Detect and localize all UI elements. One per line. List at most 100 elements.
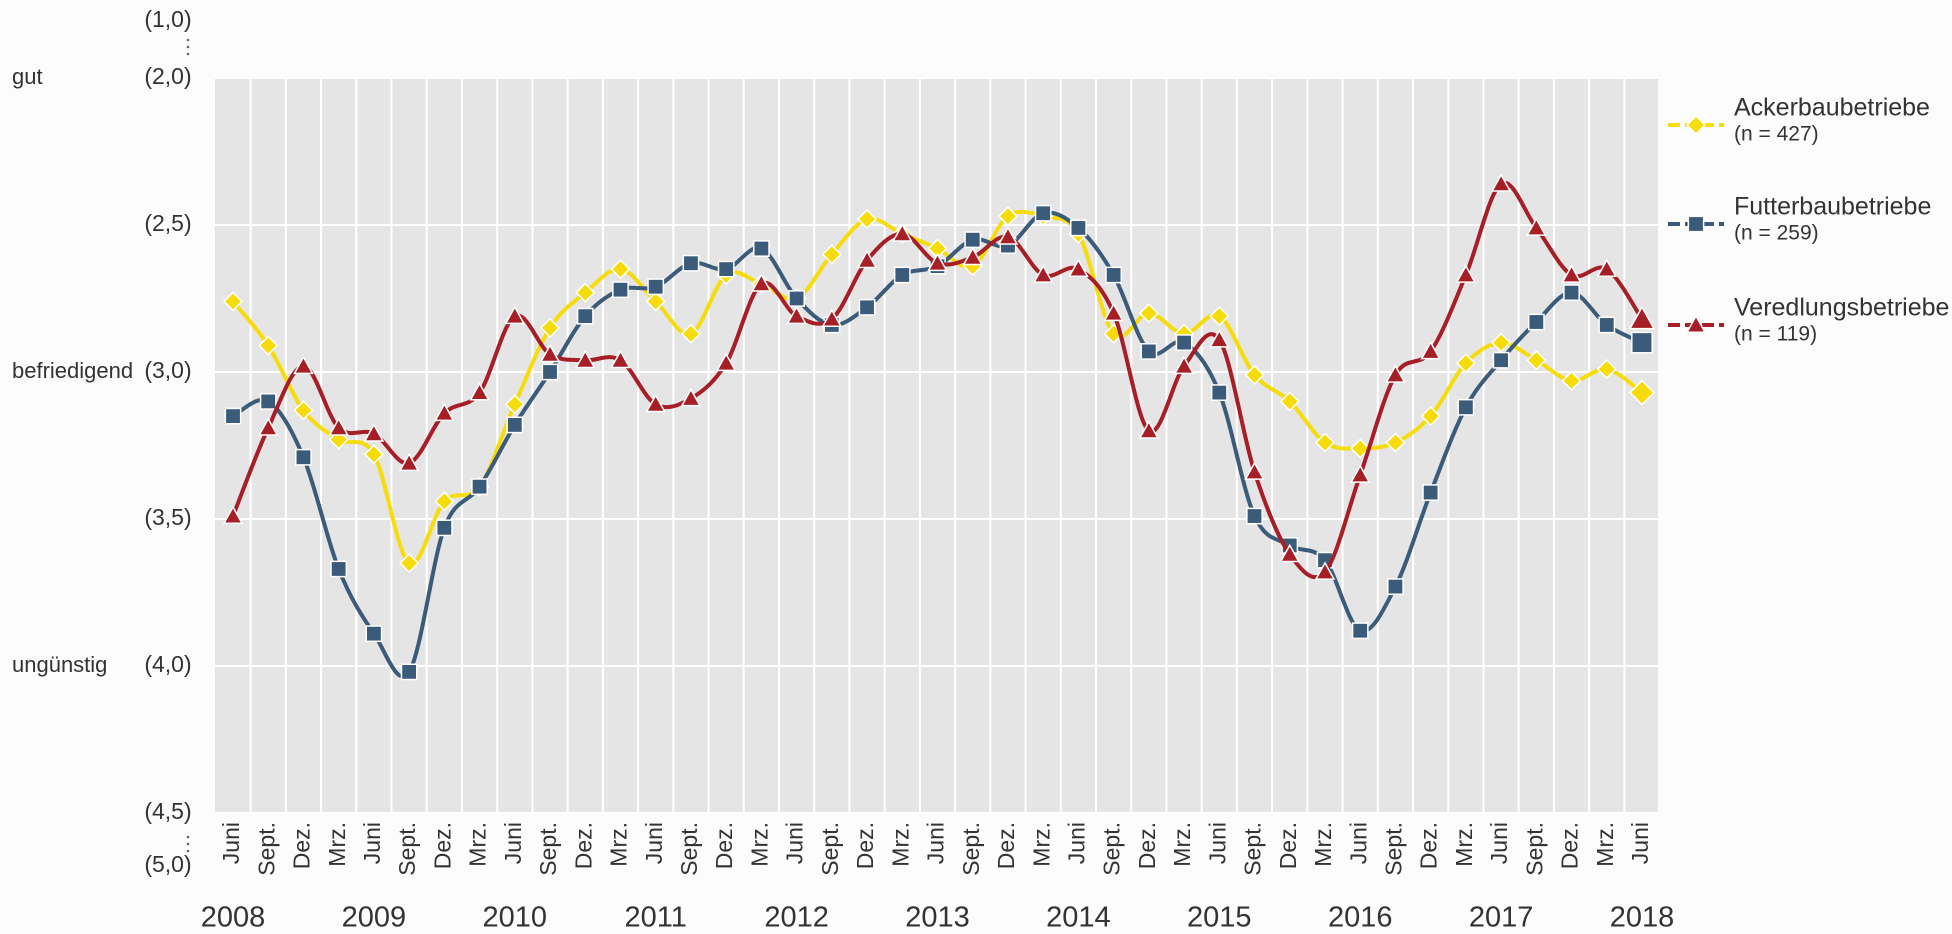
x-tick-label: Sept.	[1521, 822, 1547, 876]
axis-break-dots	[186, 38, 190, 853]
legend-n: (n = 427)	[1734, 123, 1819, 146]
marker	[717, 260, 735, 278]
marker	[259, 393, 277, 410]
x-tick-label: Sept.	[394, 822, 420, 876]
y-break-label: (1,0)	[144, 6, 191, 32]
marker	[751, 273, 772, 292]
x-tick-label: Mrz.	[465, 822, 491, 867]
marker	[610, 349, 631, 369]
year-label: 2013	[905, 902, 970, 934]
x-tick-label: Mrz.	[887, 822, 913, 867]
marker	[1455, 264, 1477, 283]
x-tick-label: Mrz.	[1169, 822, 1195, 867]
marker	[1175, 334, 1193, 352]
y-tick-label: (4,5)	[144, 798, 191, 824]
year-label: 2017	[1469, 902, 1534, 934]
marker	[856, 249, 878, 269]
marker	[715, 352, 737, 372]
x-tick-label: Mrz.	[324, 822, 350, 867]
marker	[1490, 173, 1512, 192]
x-tick-label: Juni	[1486, 822, 1512, 864]
x-tick-label: Juni	[1204, 822, 1230, 864]
marker	[330, 560, 348, 578]
marker	[400, 663, 418, 681]
marker	[469, 382, 490, 401]
plot-area	[215, 78, 1658, 813]
x-tick-label: Juni	[641, 822, 667, 864]
marker	[224, 407, 242, 425]
marker	[1140, 343, 1158, 360]
marker	[1103, 302, 1124, 322]
marker	[1420, 340, 1441, 360]
legend-label: Ackerbaubetriebe	[1734, 94, 1930, 122]
marker	[680, 323, 701, 344]
marker	[1685, 314, 1707, 333]
marker	[1598, 316, 1616, 334]
series	[222, 173, 1656, 580]
marker	[680, 387, 702, 407]
marker	[504, 305, 526, 325]
marker	[328, 417, 349, 436]
marker	[506, 416, 524, 434]
x-tick-label: Dez.	[852, 822, 878, 869]
marker	[647, 278, 665, 296]
x-tick-label: Sept.	[535, 822, 561, 876]
year-label: 2009	[342, 902, 407, 934]
x-tick-label: Juni	[1345, 822, 1371, 864]
marker	[1279, 391, 1300, 412]
x-tick-label: Mrz.	[1028, 822, 1054, 867]
x-tick-label: Mrz.	[606, 822, 632, 867]
marker	[997, 226, 1019, 245]
x-tick-label: Dez.	[1557, 822, 1583, 869]
marker	[399, 553, 420, 574]
marker	[1246, 507, 1263, 525]
marker	[1685, 114, 1707, 136]
marker	[858, 298, 876, 316]
x-tick-label: Sept.	[1240, 822, 1266, 876]
x-tick-label: Sept.	[958, 822, 984, 876]
marker	[1687, 215, 1705, 233]
x-tick-label: Dez.	[1416, 822, 1442, 869]
marker	[504, 394, 525, 415]
marker	[1068, 258, 1089, 278]
marker	[645, 393, 666, 413]
year-label: 2015	[1187, 902, 1252, 934]
marker	[1105, 266, 1123, 284]
marker	[1628, 305, 1656, 330]
marker	[1279, 543, 1301, 563]
x-tick-label: Juni	[218, 822, 244, 864]
marker	[997, 206, 1019, 227]
legend-n: (n = 119)	[1734, 323, 1817, 346]
marker	[1034, 204, 1052, 222]
marker	[1422, 484, 1440, 501]
marker	[1492, 351, 1510, 369]
marker	[856, 209, 878, 230]
marker	[1631, 331, 1653, 354]
marker	[1526, 217, 1547, 236]
marker	[363, 423, 385, 442]
marker	[1244, 461, 1265, 480]
marker	[258, 335, 279, 356]
marker	[1138, 420, 1160, 439]
x-tick-label: Dez.	[429, 822, 455, 869]
marker	[1387, 578, 1404, 596]
marker	[1349, 464, 1371, 483]
marker	[1527, 313, 1545, 331]
marker	[1385, 432, 1406, 453]
marker	[788, 290, 806, 307]
rating-label: gut	[12, 64, 43, 89]
marker	[1138, 303, 1159, 324]
y-tick-label: (2,5)	[144, 210, 191, 236]
x-tick-label: Mrz.	[1310, 822, 1336, 867]
marker	[1173, 355, 1195, 375]
x-tick-label: Mrz.	[1451, 822, 1477, 867]
marker	[610, 259, 631, 280]
x-tick-label: Dez.	[993, 822, 1019, 869]
rating-label: ungünstig	[12, 652, 107, 677]
marker	[821, 308, 843, 328]
x-tick-label: Juni	[1063, 822, 1089, 864]
x-tick-label: Sept.	[253, 822, 279, 876]
year-label: 2012	[764, 902, 829, 934]
marker	[786, 305, 807, 325]
